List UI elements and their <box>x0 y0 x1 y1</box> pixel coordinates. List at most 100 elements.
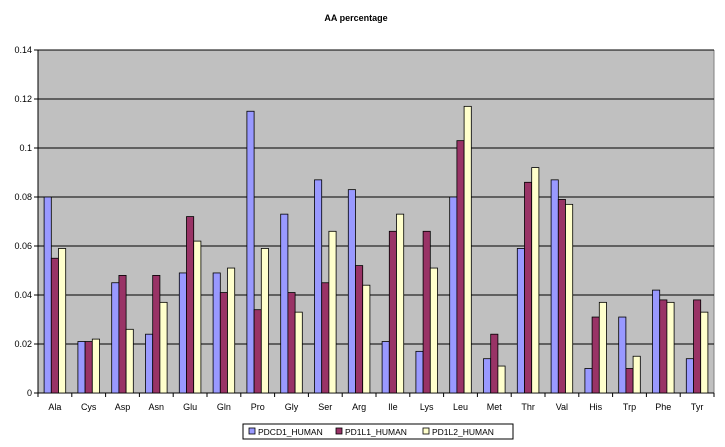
bar-pdcd1-human-asn <box>145 333 154 394</box>
bar-pdcd1-human-met <box>483 358 492 394</box>
bar-pd1l1-human-leu <box>456 140 465 394</box>
bar-pd1l2-human-glu <box>193 240 202 394</box>
bar-pd1l2-human-val <box>565 203 574 394</box>
y-tick-label: 0.02 <box>14 339 32 349</box>
bar-pdcd1-human-leu <box>449 196 458 394</box>
bar-pdcd1-human-thr <box>516 248 525 394</box>
x-tick-label: Glu <box>183 402 197 412</box>
bar-pd1l1-human-lys <box>422 230 431 394</box>
y-tick-label: 0.04 <box>14 290 32 300</box>
legend-swatch <box>422 427 430 435</box>
bar-pd1l1-human-tyr <box>693 299 702 394</box>
bar-pd1l2-human-arg <box>362 284 371 394</box>
chart-title: AA percentage <box>324 13 387 23</box>
bar-pdcd1-human-val <box>550 179 559 394</box>
bar-pd1l1-human-ile <box>388 230 397 394</box>
legend-label: PD1L2_HUMAN <box>432 427 494 437</box>
x-tick-label: Val <box>556 402 568 412</box>
y-tick-label: 0.1 <box>19 143 32 153</box>
plot-area: 0 0.02 0.04 0.06 0.08 0.1 0.12 0.14 Ala Cys Asp Asn… <box>14 45 715 412</box>
bar-pd1l1-human-his <box>591 316 600 394</box>
bar-pdcd1-human-cys <box>77 341 86 394</box>
x-tick-label: Cys <box>81 402 97 412</box>
bar-pd1l2-human-phe <box>666 301 675 394</box>
bar-pd1l2-human-gln <box>227 267 236 394</box>
bar-pd1l2-human-gly <box>294 311 303 394</box>
bar-pdcd1-human-gln <box>212 272 221 394</box>
x-tick-label: Ala <box>48 402 61 412</box>
x-tick-label: Pro <box>251 402 265 412</box>
x-tick-label: Gly <box>285 402 299 412</box>
bar-pd1l2-human-ile <box>396 213 405 394</box>
x-tick-label: Tyr <box>691 402 704 412</box>
legend-swatch <box>248 427 256 435</box>
x-tick-label: Ser <box>318 402 332 412</box>
bar-pdcd1-human-pro <box>246 110 255 394</box>
legend-label: PD1L1_HUMAN <box>345 427 407 437</box>
x-tick-label: Phe <box>655 402 671 412</box>
x-tick-label: Ile <box>388 402 398 412</box>
bar-pdcd1-human-ser <box>314 179 323 394</box>
bar-pd1l2-human-ser <box>328 230 337 394</box>
bar-pd1l1-human-trp <box>625 368 634 394</box>
x-tick-label: Asp <box>115 402 131 412</box>
bar-pdcd1-human-phe <box>652 289 661 394</box>
x-tick-label: Met <box>487 402 503 412</box>
bar-pd1l1-human-asp <box>118 274 127 394</box>
bar-pdcd1-human-ile <box>381 341 390 394</box>
y-tick-label: 0.08 <box>14 192 32 202</box>
legend-box <box>242 423 514 440</box>
legend-label: PDCD1_HUMAN <box>258 427 323 437</box>
bar-pdcd1-human-ala <box>43 196 52 394</box>
bar-pd1l2-human-lys <box>429 267 438 394</box>
bar-pd1l2-human-trp <box>632 355 641 394</box>
y-tick-label: 0.06 <box>14 241 32 251</box>
y-tick-label: 0.14 <box>14 45 32 55</box>
x-tick-label: Asn <box>149 402 165 412</box>
x-tick-label: Trp <box>623 402 636 412</box>
bar-pdcd1-human-trp <box>618 316 627 394</box>
bar-pdcd1-human-gly <box>280 213 289 394</box>
bar-pd1l2-human-asn <box>159 301 168 394</box>
bar-pd1l1-human-val <box>557 199 566 394</box>
bar-pdcd1-human-tyr <box>685 358 694 394</box>
bar-pd1l1-human-phe <box>659 299 668 394</box>
bar-pd1l2-human-leu <box>463 105 472 394</box>
bar-pd1l1-human-arg <box>355 265 364 394</box>
bar-pd1l2-human-thr <box>531 167 540 394</box>
bar-pd1l1-human-glu <box>186 216 195 394</box>
x-tick-label: His <box>589 402 602 412</box>
bar-pdcd1-human-lys <box>415 350 424 394</box>
bar-pd1l2-human-met <box>497 365 506 394</box>
y-tick-label: 0 <box>27 388 32 398</box>
x-tick-label: Thr <box>521 402 535 412</box>
bar-pd1l1-human-ser <box>321 282 330 394</box>
bar-pd1l2-human-asp <box>125 328 134 394</box>
bar-pd1l1-human-pro <box>253 309 262 394</box>
bar-pd1l2-human-cys <box>91 338 100 394</box>
bar-pd1l1-human-thr <box>524 181 533 394</box>
bar-pdcd1-human-asp <box>111 282 120 394</box>
bar-pd1l1-human-asn <box>152 274 161 394</box>
bar-pd1l2-human-tyr <box>700 311 709 394</box>
bar-pdcd1-human-arg <box>347 189 356 394</box>
bar-pd1l2-human-his <box>598 301 607 394</box>
legend: PDCD1_HUMAN PD1L1_HUMAN PD1L2_HUMAN <box>242 423 514 440</box>
legend-swatch <box>335 427 343 435</box>
bar-pd1l1-human-cys <box>84 341 93 394</box>
bar-pd1l1-human-met <box>490 333 499 394</box>
bar-pdcd1-human-glu <box>178 272 187 394</box>
plot-background <box>38 50 714 393</box>
bar-pd1l1-human-ala <box>50 257 59 394</box>
bar-pd1l2-human-ala <box>58 248 67 394</box>
x-tick-label: Arg <box>352 402 366 412</box>
y-tick-label: 0.12 <box>14 94 32 104</box>
bar-pd1l1-human-gln <box>219 292 228 394</box>
x-tick-label: Gln <box>217 402 231 412</box>
x-tick-label: Leu <box>453 402 468 412</box>
bar-pd1l1-human-gly <box>287 292 296 394</box>
bar-pd1l2-human-pro <box>260 248 269 394</box>
x-tick-label: Lys <box>420 402 434 412</box>
